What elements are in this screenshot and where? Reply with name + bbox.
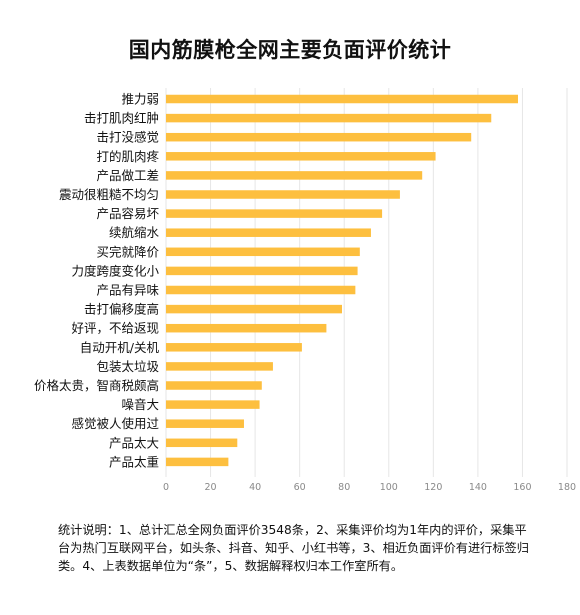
bar (166, 381, 262, 390)
category-label: 震动很粗糙不均匀 (59, 187, 159, 202)
bar (166, 266, 358, 276)
x-tick-label: 180 (558, 482, 576, 493)
x-tick-label: 100 (380, 482, 398, 493)
x-tick-label: 0 (163, 482, 169, 493)
bar (166, 419, 244, 428)
category-label: 击打没感觉 (96, 130, 159, 145)
bar (166, 247, 360, 257)
category-label: 力度跨度变化小 (71, 263, 159, 278)
category-label: 感觉被人使用过 (71, 416, 159, 431)
chart-title: 国内筋膜枪全网主要负面评价统计 (128, 38, 452, 62)
category-label: 好评，不给返现 (71, 321, 159, 336)
bar (166, 94, 518, 104)
x-tick-label: 120 (424, 482, 442, 493)
category-labels: 推力弱击打肌肉红肿击打没感觉打的肌肉疼产品做工差震动很粗糙不均匀产品容易坏续航缩… (34, 92, 160, 470)
x-tick-label: 140 (469, 482, 487, 493)
x-axis-tick-labels: 0 20 40 60 80 100 120 140 160 180 (163, 482, 576, 493)
bar (166, 343, 302, 352)
x-tick-label: 160 (513, 482, 531, 493)
category-label: 推力弱 (121, 92, 159, 107)
chart-bars (166, 94, 518, 467)
bar (166, 132, 472, 142)
x-tick-label: 60 (294, 482, 306, 493)
bar (166, 228, 371, 237)
category-label: 击打肌肉红肿 (84, 111, 159, 126)
category-label: 产品做工差 (96, 168, 159, 183)
category-label: 噪音大 (121, 397, 159, 412)
chart-grid (165, 88, 568, 477)
category-label: 产品容易坏 (96, 206, 159, 221)
category-label: 自动开机/关机 (80, 340, 160, 355)
chart-note: 统计说明：1、总计汇总全网负面评价3548条，2、采集评价均为1年内的评价，采集… (58, 523, 529, 573)
x-tick-label: 20 (205, 482, 217, 493)
category-label: 产品太重 (109, 454, 159, 469)
bar (166, 323, 327, 333)
bar (166, 190, 400, 199)
bar (166, 457, 229, 467)
category-label: 产品太大 (109, 435, 159, 450)
category-label: 价格太贵，智商税颇高 (34, 378, 159, 393)
bar (166, 400, 260, 409)
category-label: 击打偏移度高 (84, 302, 159, 317)
bar (166, 209, 383, 218)
category-label: 买完就降价 (96, 244, 159, 259)
bar (166, 438, 238, 448)
bar (166, 152, 436, 161)
bar (166, 285, 356, 295)
category-label: 打的肌肉疼 (96, 149, 159, 164)
x-tick-label: 80 (338, 482, 350, 493)
category-label: 产品有异味 (96, 283, 159, 298)
bar (166, 362, 273, 371)
bar (166, 113, 492, 123)
category-label: 续航缩水 (109, 225, 160, 240)
bar (166, 304, 342, 314)
category-label: 包装太垃圾 (96, 359, 159, 374)
x-tick-label: 40 (249, 482, 261, 493)
bar (166, 171, 423, 180)
